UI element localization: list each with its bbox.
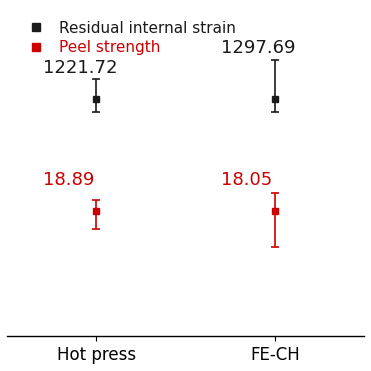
Text: 1221.72: 1221.72 [43, 59, 117, 77]
Text: 1297.69: 1297.69 [221, 39, 296, 57]
Text: 18.89: 18.89 [43, 171, 94, 189]
Legend: Residual internal strain, Peel strength: Residual internal strain, Peel strength [14, 14, 242, 61]
Text: 18.05: 18.05 [221, 171, 272, 189]
